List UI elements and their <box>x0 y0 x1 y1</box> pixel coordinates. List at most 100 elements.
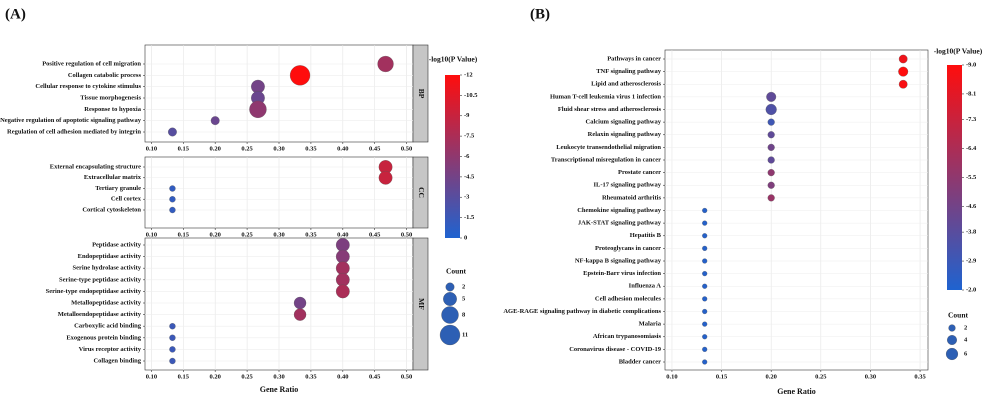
colorbar-tick-label: -2.0 <box>966 286 976 293</box>
y-tick-label: Endopeptidase activity <box>78 253 142 260</box>
size-legend-label: 4 <box>964 336 968 343</box>
x-tick-label: 0.40 <box>337 373 348 380</box>
x-tick-label: 0.20 <box>210 373 221 380</box>
colorbar-title: -log10(P Value) <box>934 47 983 56</box>
x-tick-label: 0.35 <box>914 373 926 380</box>
x-tick-label: 0.45 <box>369 145 381 152</box>
facet-strip <box>412 156 429 229</box>
size-legend-title: Count <box>948 311 969 320</box>
x-tick-label: 0.30 <box>273 373 284 380</box>
dot <box>169 334 176 341</box>
x-tick-label: 0.50 <box>401 145 412 152</box>
y-tick-label: AGE-RAGE signaling pathway in diabetic c… <box>503 308 661 315</box>
y-tick-label: Collagen catabolic process <box>68 72 142 79</box>
facet-label: BP <box>417 89 426 99</box>
facet-label: CC <box>417 187 426 198</box>
panel-label: (A) <box>5 6 26 22</box>
dot <box>210 116 220 126</box>
x-tick-label: 0.15 <box>178 373 190 380</box>
y-tick-label: Cell adhesion molecules <box>595 295 662 302</box>
colorbar-tick-label: -5.5 <box>966 174 977 181</box>
facet-strip <box>412 237 429 371</box>
y-tick-label: Cell cortex <box>111 196 142 203</box>
size-legend-label: 8 <box>462 311 466 318</box>
dot <box>702 220 708 226</box>
colorbar-tick-label: -8.1 <box>966 90 976 97</box>
y-tick-label: Extracellular matrix <box>84 174 142 181</box>
dot <box>767 118 775 126</box>
x-tick-label: 0.25 <box>241 373 253 380</box>
x-tick-label: 0.10 <box>146 145 157 152</box>
dot <box>898 54 908 64</box>
dot <box>767 131 775 139</box>
y-tick-label: Prostate cancer <box>618 169 661 176</box>
y-tick-label: Regulation of cell adhesion mediated by … <box>7 128 141 135</box>
colorbar-tick-label: -7.3 <box>966 116 977 123</box>
dot <box>335 261 350 276</box>
dot <box>702 359 708 365</box>
y-tick-label: NF-kappa B signaling pathway <box>575 257 662 264</box>
dot <box>767 169 775 177</box>
dot <box>702 308 708 315</box>
colorbar-tick-label: -12 <box>464 71 473 78</box>
size-legend-dot <box>947 335 957 345</box>
dot <box>767 156 775 164</box>
dot <box>765 103 777 116</box>
panel-label: (B) <box>530 6 550 22</box>
x-tick-label: 0.35 <box>305 145 317 152</box>
colorbar-tick-label: -3 <box>464 194 470 201</box>
dot <box>335 284 350 299</box>
y-tick-label: Fluid shear stress and atherosclerosis <box>558 106 662 113</box>
x-tick-label: 0.15 <box>178 231 190 238</box>
y-tick-label: Serine hydrolase activity <box>73 265 142 272</box>
x-tick-label: 0.40 <box>337 231 348 238</box>
x-tick-label: 0.40 <box>337 145 348 152</box>
y-tick-label: Response to hypoxia <box>84 106 141 113</box>
dot <box>289 65 311 86</box>
y-tick-label: Proteoglycans in cancer <box>595 245 661 252</box>
dot <box>702 296 708 302</box>
colorbar-tick-label: -6.4 <box>966 145 977 152</box>
x-tick-label: 0.25 <box>241 145 253 152</box>
dot <box>767 181 775 189</box>
x-axis-label: Gene Ratio <box>777 387 815 396</box>
y-tick-label: Cortical cytoskeleton <box>82 206 141 213</box>
dot <box>169 206 176 214</box>
y-tick-label: Exogenous protein binding <box>66 334 141 341</box>
y-tick-label: Calcium signaling pathway <box>586 119 662 126</box>
y-tick-label: Epstein-Barr virus infection <box>583 270 661 277</box>
x-tick-label: 0.50 <box>401 373 412 380</box>
colorbar-tick-label: 0 <box>464 234 467 241</box>
size-legend-dot <box>441 306 459 324</box>
size-legend-dot <box>945 347 959 361</box>
y-tick-label: Virus receptor activity <box>79 346 142 353</box>
y-tick-label: Rheumatoid arthritis <box>602 194 662 201</box>
y-tick-label: Chemokine signaling pathway <box>577 207 662 214</box>
x-tick-label: 0.30 <box>865 373 876 380</box>
size-legend-dot <box>948 324 956 332</box>
dot <box>702 258 708 264</box>
y-tick-label: External encapsulating structure <box>50 163 141 170</box>
dot <box>335 249 350 264</box>
dot <box>169 323 176 330</box>
x-tick-label: 0.30 <box>273 145 284 152</box>
size-legend-label: 2 <box>964 324 967 331</box>
dot <box>335 272 350 287</box>
plot-area <box>664 49 929 371</box>
y-tick-label: African trypanosomiasis <box>593 333 662 340</box>
dot <box>898 66 909 77</box>
colorbar-title: -log10(P Value) <box>429 55 478 64</box>
dot <box>702 207 708 214</box>
colorbar <box>445 75 460 238</box>
colorbar-tick-label: -2.9 <box>966 258 977 265</box>
y-tick-label: Peptidase activity <box>92 241 142 248</box>
dot <box>702 271 708 277</box>
colorbar-tick-label: -6 <box>464 153 470 160</box>
y-tick-label: Serine-type peptidase activity <box>59 276 142 283</box>
x-tick-label: 0.25 <box>241 231 253 238</box>
y-tick-label: Coronavirus disease - COVID-19 <box>569 346 662 353</box>
dot <box>702 346 708 352</box>
size-legend-label: 11 <box>462 331 468 338</box>
y-tick-label: Tissue morphogenesis <box>80 94 141 101</box>
x-tick-label: 0.20 <box>210 231 221 238</box>
